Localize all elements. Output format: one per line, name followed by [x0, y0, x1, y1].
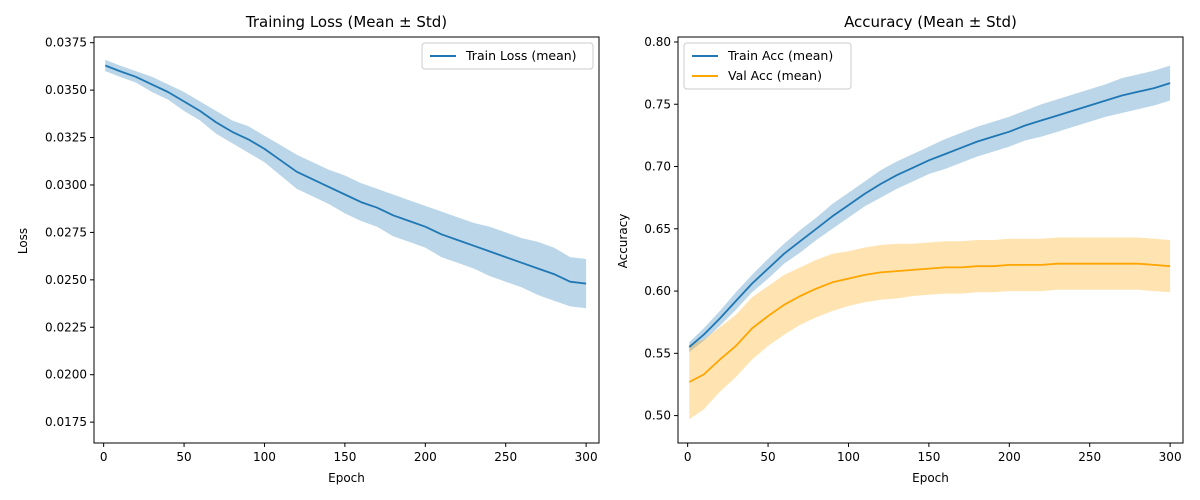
accuracy-plot-area: 0 50 100 150 200 250 300 0.50 0.55 0.60 0.65 0.70 0.… — [644, 35, 1184, 464]
accuracy-x-axis-label: Epoch — [912, 471, 949, 485]
accuracy-x-tick-label: 50 — [760, 450, 775, 464]
accuracy-y-tick-label: 0.80 — [644, 35, 671, 49]
accuracy-legend-label-val: Val Acc (mean) — [728, 68, 822, 83]
accuracy-chart-title: Accuracy (Mean ± Std) — [844, 13, 1017, 31]
loss-plot-area: 0 50 100 150 200 250 300 0.0175 0.0200 0.0225 0.02… — [45, 36, 600, 464]
loss-y-tick-label: 0.0275 — [45, 225, 87, 239]
loss-axes-frame — [93, 36, 600, 444]
accuracy-x-tick-label: 200 — [998, 450, 1021, 464]
accuracy-y-tick-label: 0.70 — [644, 160, 671, 174]
loss-x-tick-label: 250 — [494, 450, 517, 464]
loss-legend: Train Loss (mean) — [421, 42, 594, 70]
accuracy-x-tick-label: 250 — [1078, 450, 1101, 464]
accuracy-y-tick-label: 0.75 — [644, 97, 671, 111]
loss-y-tick-label: 0.0375 — [45, 36, 87, 50]
loss-chart: Training Loss (Mean ± Std) 0 50 100 150 200 2… — [16, 13, 600, 485]
accuracy-legend-box — [683, 42, 852, 90]
loss-x-axis-label: Epoch — [328, 471, 365, 485]
loss-y-tick-label: 0.0225 — [45, 320, 87, 334]
accuracy-chart: Accuracy (Mean ± Std) 0 50 100 150 200 250 300… — [616, 13, 1184, 485]
loss-x-tick-label: 150 — [333, 450, 356, 464]
accuracy-y-tick-label: 0.60 — [644, 284, 671, 298]
loss-x-tick-label: 200 — [414, 450, 437, 464]
accuracy-mean-line-0 — [688, 82, 1171, 348]
accuracy-y-tick-label: 0.65 — [644, 222, 671, 236]
loss-y-tick-label: 0.0325 — [45, 131, 87, 145]
accuracy-legend-label-train: Train Acc (mean) — [727, 48, 833, 63]
accuracy-std-band-1 — [689, 237, 1171, 420]
accuracy-x-tick-label: 150 — [917, 450, 940, 464]
loss-y-axis-label: Loss — [16, 228, 30, 254]
loss-x-tick-label: 100 — [253, 450, 276, 464]
loss-std-band-0 — [105, 59, 587, 309]
loss-legend-label: Train Loss (mean) — [465, 48, 577, 63]
loss-x-tick-label: 300 — [575, 450, 598, 464]
loss-mean-line-0 — [104, 64, 587, 285]
loss-y-tick-label: 0.0250 — [45, 273, 87, 287]
loss-y-tick-label: 0.0300 — [45, 178, 87, 192]
accuracy-mean-line-1 — [688, 262, 1171, 383]
accuracy-x-tick-label: 0 — [684, 450, 692, 464]
loss-legend-box — [421, 42, 594, 70]
loss-y-tick-label: 0.0350 — [45, 83, 87, 97]
accuracy-legend: Train Acc (mean) Val Acc (mean) — [683, 42, 852, 90]
loss-y-tick-label: 0.0200 — [45, 368, 87, 382]
loss-y-tick-label: 0.0175 — [45, 415, 87, 429]
accuracy-std-band-0 — [689, 65, 1171, 353]
accuracy-y-tick-label: 0.50 — [644, 409, 671, 423]
loss-x-tick-label: 50 — [176, 450, 191, 464]
accuracy-x-tick-label: 100 — [837, 450, 860, 464]
accuracy-y-axis-label: Accuracy — [616, 214, 630, 269]
accuracy-y-tick-label: 0.55 — [644, 346, 671, 360]
accuracy-axes-frame — [677, 36, 1184, 444]
loss-x-tick-label: 0 — [100, 450, 108, 464]
loss-chart-title: Training Loss (Mean ± Std) — [245, 13, 447, 31]
accuracy-x-tick-label: 300 — [1159, 450, 1182, 464]
